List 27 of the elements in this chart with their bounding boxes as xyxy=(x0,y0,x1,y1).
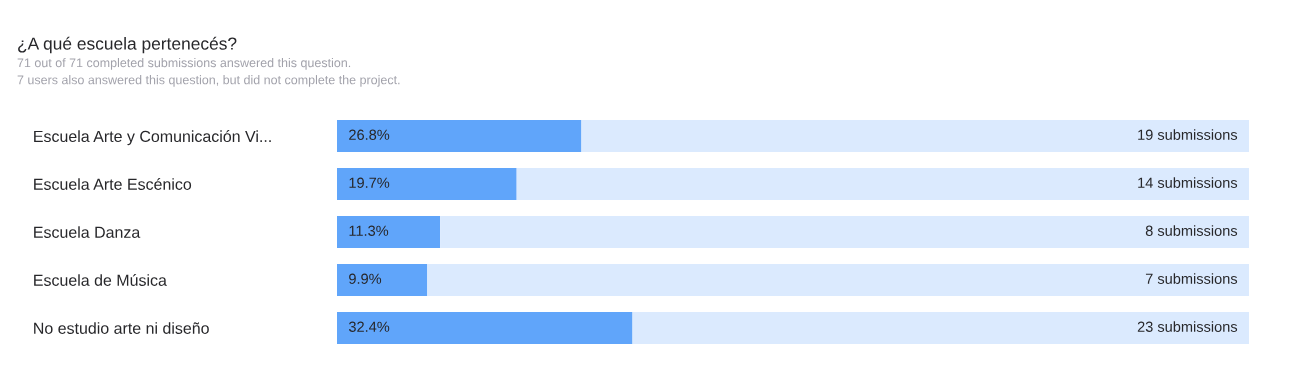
annotation: 14 submissions xyxy=(1138,177,1238,188)
annotation: 7 submissions xyxy=(1145,273,1238,284)
bar xyxy=(337,311,633,345)
data-label: 32.4% xyxy=(348,321,390,332)
y-tick-label: Escuela Danza xyxy=(34,226,141,238)
data-label: 26.8% xyxy=(349,129,390,140)
data-label: 19.7% xyxy=(349,177,390,188)
bar xyxy=(440,215,1249,249)
bar xyxy=(516,167,1249,201)
data-label: 9.9% xyxy=(349,273,382,284)
text: 71 out of 71 completed submissions answered this question. 7 users also answered this question, but did not complete the project. xyxy=(17,58,400,87)
data-label: 11.3% xyxy=(349,225,389,236)
y-tick-label: Escuela de Música xyxy=(34,274,167,286)
annotation: 8 submissions xyxy=(1145,225,1238,236)
text: ¿A qué escuela pertenecés? xyxy=(18,36,237,54)
bar xyxy=(337,119,582,153)
y-tick-label: No estudio arte ni diseño xyxy=(34,322,209,334)
bar xyxy=(337,167,517,201)
annotation: 19 submissions xyxy=(1138,129,1238,140)
bar xyxy=(337,215,441,249)
y-tick-label: Escuela Arte y Comunicación Vi... xyxy=(34,130,271,146)
y-tick-label: Escuela Arte Escénico xyxy=(34,178,192,190)
bar xyxy=(427,263,1249,297)
annotation: 23 submissions xyxy=(1137,321,1238,332)
bar xyxy=(581,119,1249,153)
bar xyxy=(337,263,428,297)
bar xyxy=(632,311,1249,345)
